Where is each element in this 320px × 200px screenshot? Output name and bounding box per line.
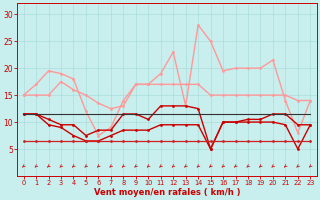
X-axis label: Vent moyen/en rafales ( km/h ): Vent moyen/en rafales ( km/h ) [94,188,240,197]
